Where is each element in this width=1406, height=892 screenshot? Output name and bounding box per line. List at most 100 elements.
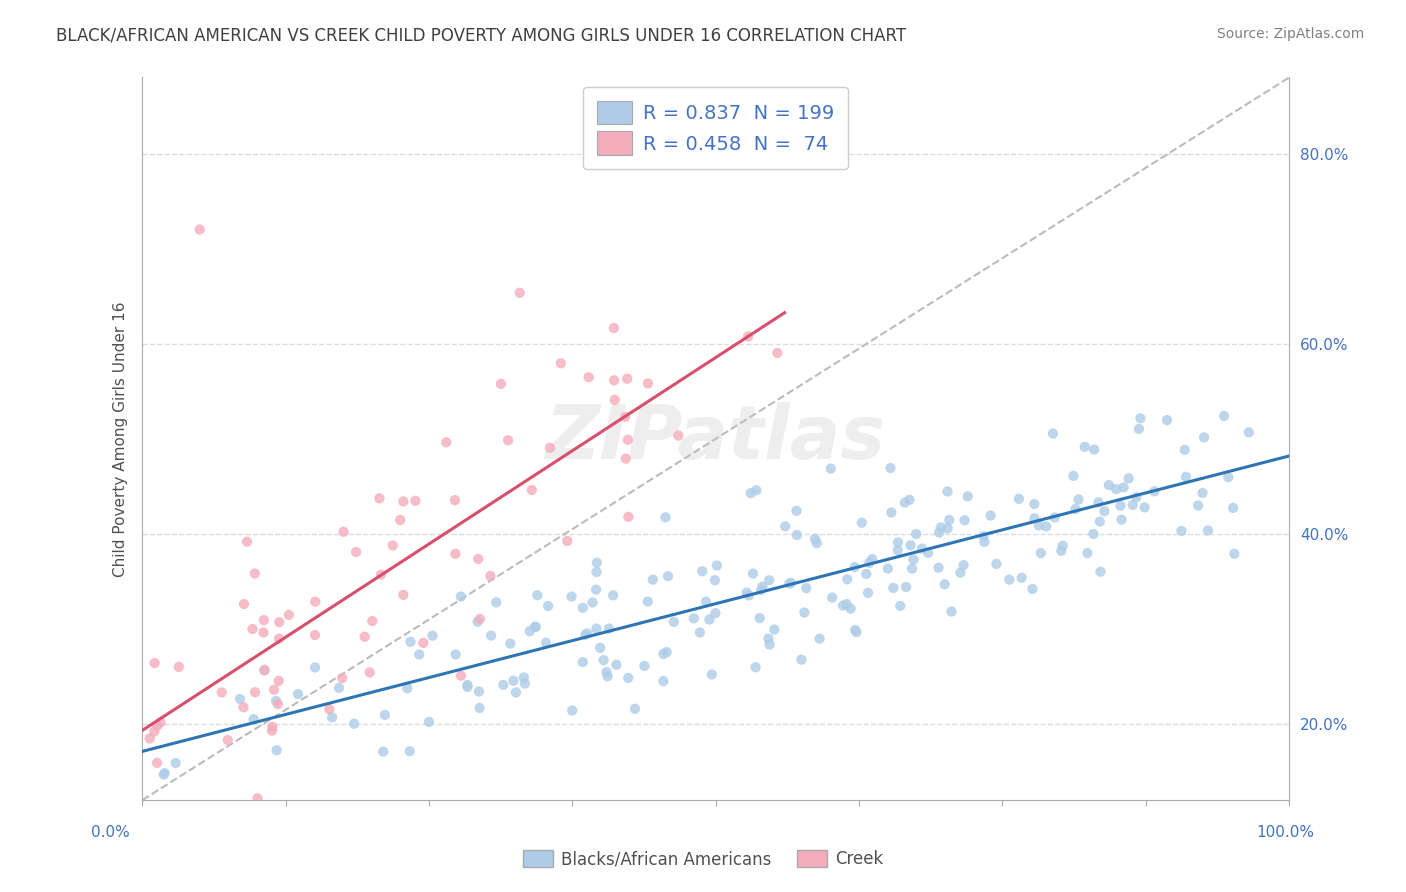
Point — [589, 640, 612, 655]
Point — [444, 648, 467, 662]
Point — [513, 676, 536, 690]
Point — [837, 572, 859, 586]
Point — [603, 392, 626, 407]
Point — [856, 586, 879, 600]
Point — [617, 433, 640, 447]
Point — [318, 702, 340, 716]
Point — [392, 588, 415, 602]
Point — [381, 538, 404, 552]
Point — [1098, 478, 1121, 492]
Point — [396, 681, 419, 696]
Point — [1064, 502, 1087, 516]
Point — [468, 612, 491, 626]
Point — [561, 703, 583, 717]
Text: ZIPatlas: ZIPatlas — [546, 402, 886, 475]
Point — [637, 376, 659, 391]
Point — [143, 814, 166, 828]
Text: BLACK/AFRICAN AMERICAN VS CREEK CHILD POVERTY AMONG GIRLS UNDER 16 CORRELATION C: BLACK/AFRICAN AMERICAN VS CREEK CHILD PO… — [56, 27, 907, 45]
Point — [699, 612, 721, 626]
Point — [330, 671, 353, 685]
Point — [662, 615, 685, 629]
Point — [703, 573, 725, 587]
Point — [1024, 511, 1046, 525]
Point — [786, 504, 808, 518]
Point — [880, 506, 903, 520]
Point — [412, 636, 434, 650]
Point — [1143, 484, 1166, 499]
Point — [844, 560, 866, 574]
Point — [576, 626, 599, 640]
Point — [252, 625, 274, 640]
Point — [652, 647, 675, 661]
Point — [617, 671, 640, 685]
Point — [1042, 426, 1064, 441]
Point — [986, 557, 1008, 571]
Point — [165, 756, 187, 770]
Point — [735, 585, 758, 599]
Point — [1050, 543, 1073, 558]
Point — [167, 660, 190, 674]
Point — [737, 329, 759, 343]
Point — [763, 623, 786, 637]
Point — [149, 715, 172, 730]
Point — [513, 670, 536, 684]
Point — [1094, 504, 1116, 518]
Point — [749, 582, 772, 597]
Point — [253, 663, 276, 677]
Point — [1083, 442, 1105, 457]
Point — [499, 636, 522, 650]
Point — [489, 376, 512, 391]
Point — [911, 541, 934, 556]
Point — [637, 594, 659, 608]
Point — [1170, 524, 1192, 538]
Point — [835, 597, 858, 611]
Point — [1118, 471, 1140, 485]
Point — [901, 562, 924, 576]
Point — [596, 669, 619, 683]
Point — [243, 566, 266, 581]
Legend: R = 0.837  N = 199, R = 0.458  N =  74: R = 0.837 N = 199, R = 0.458 N = 74 — [583, 87, 848, 169]
Point — [704, 606, 727, 620]
Point — [1222, 500, 1244, 515]
Point — [242, 712, 264, 726]
Point — [373, 745, 395, 759]
Point — [1156, 413, 1178, 427]
Point — [1187, 499, 1209, 513]
Point — [399, 635, 422, 649]
Point — [1088, 515, 1111, 529]
Point — [277, 607, 299, 622]
Point — [139, 731, 162, 746]
Point — [806, 536, 828, 550]
Point — [243, 685, 266, 699]
Point — [328, 681, 350, 695]
Point — [246, 791, 269, 805]
Point — [263, 682, 285, 697]
Y-axis label: Child Poverty Among Girls Under 16: Child Poverty Among Girls Under 16 — [114, 301, 128, 576]
Point — [561, 590, 583, 604]
Point — [585, 556, 607, 570]
Point — [742, 566, 765, 581]
Point — [479, 628, 502, 642]
Point — [456, 680, 478, 694]
Point — [581, 595, 603, 609]
Point — [595, 665, 617, 679]
Point — [450, 668, 472, 682]
Point — [1174, 442, 1197, 457]
Point — [1125, 491, 1147, 505]
Point — [929, 520, 952, 534]
Point — [418, 714, 440, 729]
Point — [422, 629, 444, 643]
Point — [332, 524, 354, 539]
Point — [143, 724, 166, 739]
Point — [894, 495, 917, 509]
Point — [953, 513, 976, 527]
Point — [520, 483, 543, 497]
Point — [188, 222, 211, 236]
Point — [779, 575, 801, 590]
Point — [187, 807, 209, 822]
Point — [253, 613, 276, 627]
Point — [456, 678, 478, 692]
Point — [980, 508, 1002, 523]
Point — [1218, 470, 1240, 484]
Point — [146, 719, 169, 733]
